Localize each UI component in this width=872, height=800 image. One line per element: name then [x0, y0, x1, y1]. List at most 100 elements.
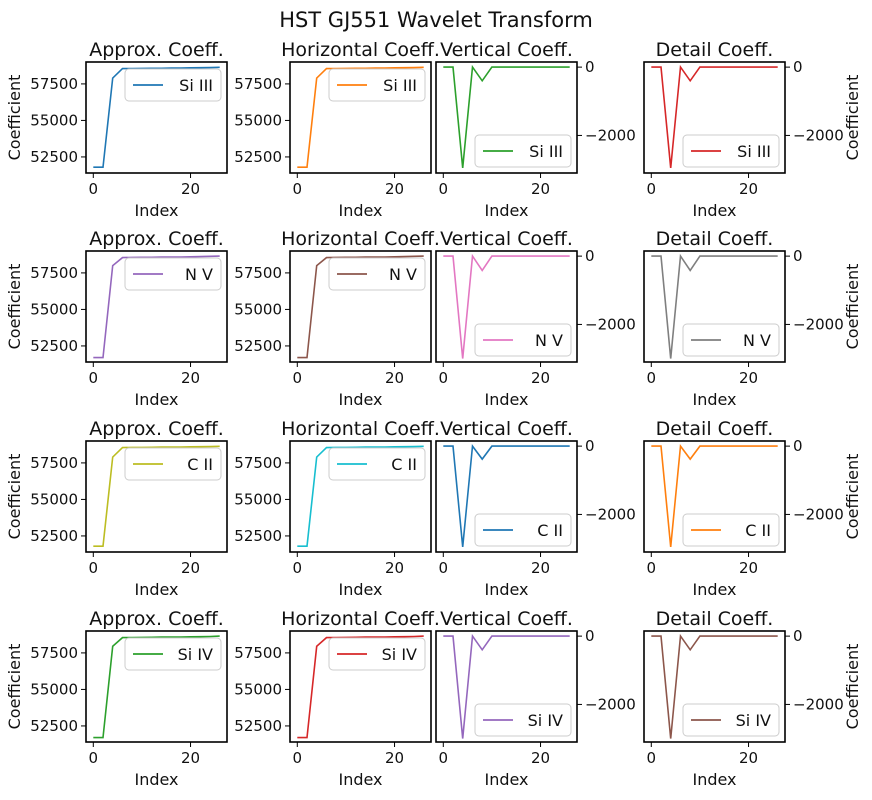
x-axis-label: Index: [338, 390, 382, 409]
panel-title: Detail Coeff.: [656, 418, 774, 440]
x-axis-label: Index: [484, 201, 528, 220]
x-tick-label: 20: [385, 180, 404, 198]
y-tick-label: 57500: [30, 644, 78, 662]
y-tick-label: 52500: [30, 148, 78, 166]
panel-title: Detail Coeff.: [656, 608, 774, 630]
x-tick-label: 20: [739, 180, 758, 198]
y-axis-label-right: Coefficient: [843, 264, 862, 350]
legend-label: C II: [537, 521, 563, 540]
x-tick-label: 20: [181, 559, 200, 577]
y-tick-label: 0: [585, 247, 595, 265]
y-tick-label: 52500: [234, 527, 282, 545]
x-axis-label: Index: [338, 580, 382, 599]
panel-title: Horizontal Coeff.: [281, 228, 440, 250]
x-tick-label: 20: [531, 369, 550, 387]
legend-box: [474, 513, 572, 547]
panel-frame: [85, 250, 228, 363]
legend-box: [474, 703, 572, 737]
legend: C II: [328, 447, 426, 481]
panel-title: Detail Coeff.: [656, 228, 774, 250]
y-axis-label-right: Coefficient: [843, 644, 862, 730]
panel-title: Horizontal Coeff.: [281, 39, 440, 61]
y-tick-label: −2000: [585, 315, 636, 333]
panel-frame: [643, 250, 786, 363]
x-axis-label: Index: [338, 201, 382, 220]
y-axis-label-right: Coefficient: [843, 454, 862, 540]
x-tick-label: 20: [181, 369, 200, 387]
legend-box: [124, 637, 222, 671]
panel-title: Vertical Coeff.: [440, 418, 573, 440]
legend-label: N V: [743, 331, 771, 350]
x-axis-label: Index: [134, 580, 178, 599]
y-tick-label: 0: [585, 437, 595, 455]
panel-title: Detail Coeff.: [656, 39, 774, 61]
legend: Si IV: [328, 637, 426, 671]
legend-label: N V: [185, 265, 213, 284]
y-tick-label: −2000: [793, 695, 844, 713]
legend: C II: [124, 447, 222, 481]
legend-box: [474, 134, 572, 168]
x-axis-label: Index: [134, 770, 178, 789]
legend-box: [682, 323, 780, 357]
legend: Si IV: [682, 703, 780, 737]
x-tick-label: 0: [647, 369, 657, 387]
panel-frame: [289, 61, 432, 174]
x-axis-label: Index: [692, 770, 736, 789]
legend-label: Si III: [179, 76, 213, 95]
legend-label: Si IV: [736, 711, 771, 730]
panel-frame: [85, 440, 228, 553]
legend-box: [124, 68, 222, 102]
series-line-c-ii: [651, 443, 778, 547]
legend-box: [474, 323, 572, 357]
panel-frame: [435, 630, 578, 743]
series-line-si-iv: [443, 633, 570, 739]
legend: C II: [474, 513, 572, 547]
panel-title: Approx. Coeff.: [89, 608, 224, 630]
legend-box: [682, 513, 780, 547]
x-tick-label: 0: [293, 749, 303, 767]
y-tick-label: 55000: [30, 490, 78, 508]
legend-label: C II: [187, 455, 213, 474]
legend-label: C II: [745, 521, 771, 540]
x-axis-label: Index: [484, 770, 528, 789]
x-axis-label: Index: [134, 390, 178, 409]
legend-label: Si III: [383, 76, 417, 95]
figure-title: HST GJ551 Wavelet Transform: [279, 8, 593, 32]
legend-label: N V: [535, 331, 563, 350]
panel-title: Vertical Coeff.: [440, 608, 573, 630]
y-tick-label: 0: [793, 627, 803, 645]
legend-box: [682, 134, 780, 168]
x-tick-label: 20: [739, 559, 758, 577]
legend: Si III: [682, 134, 780, 168]
series-line-si-iii: [651, 64, 778, 168]
y-tick-label: −2000: [585, 695, 636, 713]
panel-frame: [289, 630, 432, 743]
series-line-n-v: [443, 253, 570, 359]
y-tick-label: 52500: [234, 717, 282, 735]
legend-box: [682, 703, 780, 737]
series-line-n-v: [297, 255, 424, 359]
x-axis-label: Index: [338, 770, 382, 789]
y-tick-label: −2000: [793, 315, 844, 333]
series-line-si-iv: [651, 633, 778, 739]
panel-frame: [85, 630, 228, 743]
legend: Si IV: [124, 637, 222, 671]
legend-label: Si III: [737, 142, 771, 161]
panel-title: Horizontal Coeff.: [281, 418, 440, 440]
y-tick-label: 57500: [234, 75, 282, 93]
panel-title: Horizontal Coeff.: [281, 608, 440, 630]
series-line-n-v: [93, 255, 220, 359]
series-line-c-ii: [297, 445, 424, 548]
legend: Si IV: [474, 703, 572, 737]
x-axis-label: Index: [692, 390, 736, 409]
